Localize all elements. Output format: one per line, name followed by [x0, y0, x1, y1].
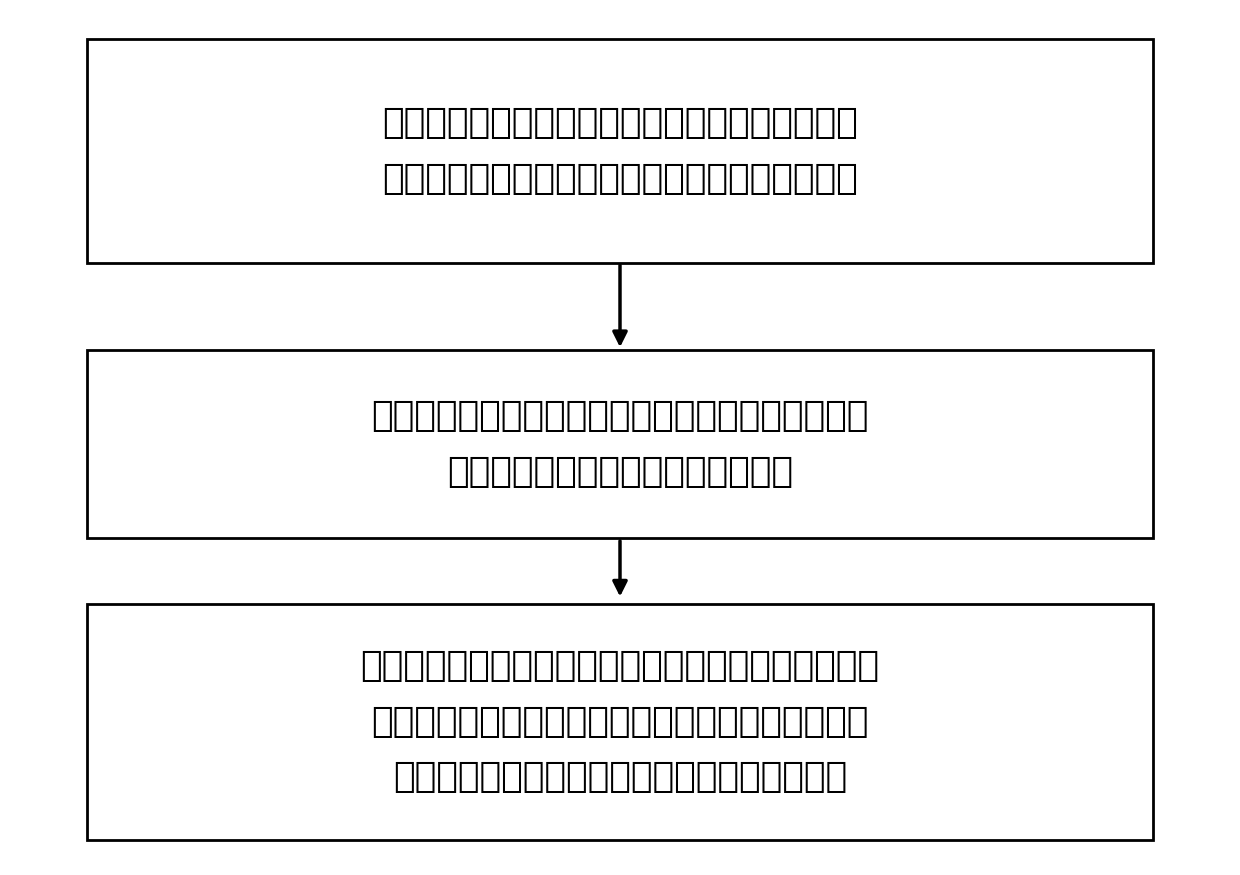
Bar: [87, 350, 1153, 538]
Text: 所述相应轴向均值滤波器从相应轴向邻域环形缓冲器
中获取更新后的相应轴向邻域数据集: 所述相应轴向均值滤波器从相应轴向邻域环形缓冲器 中获取更新后的相应轴向邻域数据集: [371, 399, 869, 489]
Bar: [87, 39, 1153, 262]
Text: 由所述相应轴向均值滤波器对所述相应轴向邻域数据集
中的数据进行均值计算求取平均值，将求取的平均值
作为均值滤波处理后的相应轴向加速度分量数值: 由所述相应轴向均值滤波器对所述相应轴向邻域数据集 中的数据进行均值计算求取平均值…: [361, 649, 879, 794]
Text: 由所述相应轴向均值滤波器根据所述采样点数据的
相应轴向加速度分量更新相应轴向邻域环形缓冲器: 由所述相应轴向均值滤波器根据所述采样点数据的 相应轴向加速度分量更新相应轴向邻域…: [382, 106, 858, 196]
Bar: [87, 604, 1153, 840]
